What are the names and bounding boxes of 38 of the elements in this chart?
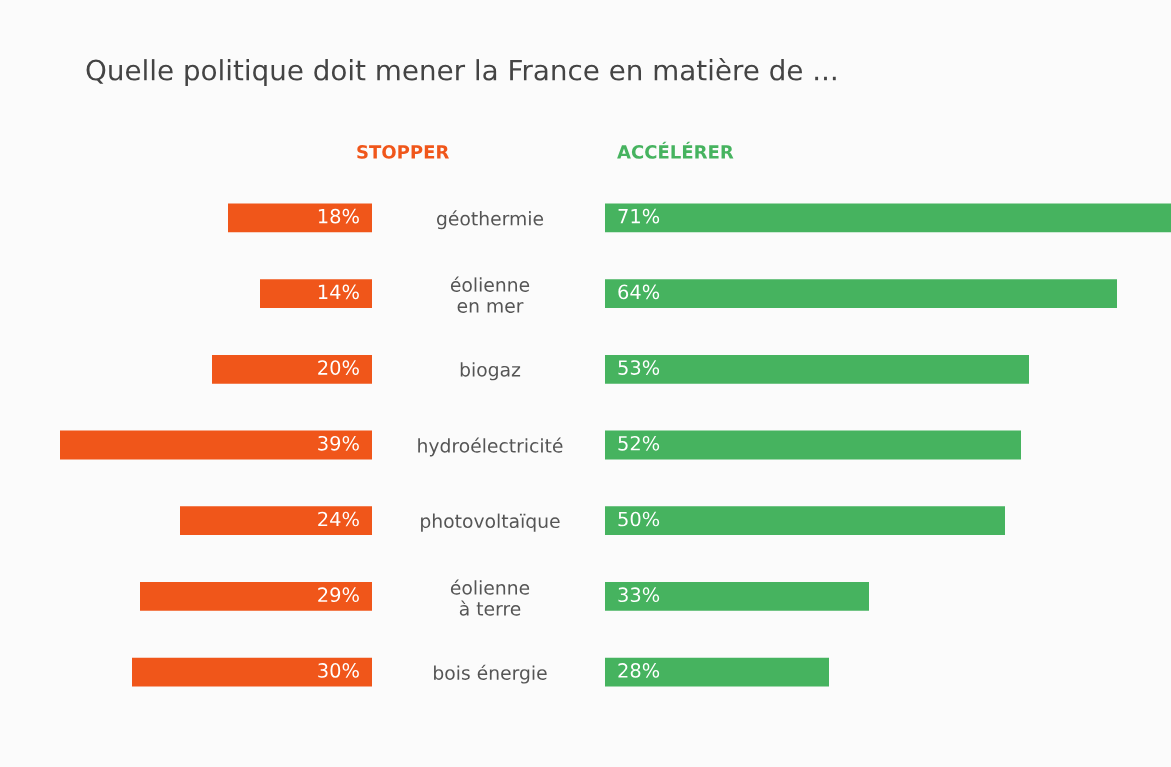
bar [605,354,1029,384]
bar [132,657,372,687]
data-label: 29% [318,587,359,603]
bar [605,203,1171,233]
y-tick-label: hydroélectricité [418,437,563,457]
bar [228,203,372,233]
bar [605,506,1005,536]
y-tick-label: géothermie [437,210,544,230]
data-label: 14% [318,284,359,300]
data-label: 33% [618,587,660,603]
text: STOPPER [357,145,450,159]
data-label: 28% [618,663,660,678]
y-tick-label: biogaz [460,362,521,381]
bar [605,279,1117,308]
data-label: 71% [618,208,660,224]
bar [605,657,829,687]
bar [60,430,372,460]
y-tick-label: éolienne en mer [450,276,530,313]
y-tick-label: photovoltaïque [421,513,560,532]
data-label: 50% [618,511,660,527]
bar [605,430,1021,460]
data-label: 24% [318,511,359,527]
data-label: 53% [618,360,660,375]
y-tick-label: éolienne à terre [450,579,530,616]
bar [180,506,372,536]
bar [605,582,869,611]
data-label: 20% [318,360,359,375]
data-label: 18% [318,208,359,224]
y-tick-label: bois énergie [434,664,547,684]
text: Quelle politique doit mener la France en matière de ... [86,58,836,86]
bar [140,582,372,611]
data-label: 39% [318,435,359,451]
data-label: 52% [618,435,660,451]
data-label: 64% [618,284,660,300]
bar [212,354,372,384]
text: ACCÉLÉRER [617,141,734,159]
bar [260,279,372,308]
data-label: 30% [318,663,359,678]
